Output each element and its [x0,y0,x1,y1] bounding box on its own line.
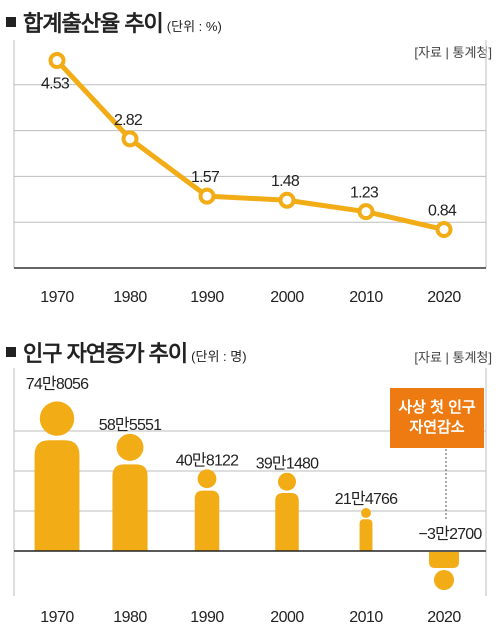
chart1-unit: (단위 : %) [166,19,222,34]
chart1-x-tick-label: 1990 [190,289,224,306]
fertility-value-label: 1.48 [271,173,300,190]
population-person-mark [429,552,459,590]
chart2-x-tick-label: 1970 [40,609,74,626]
person-body [34,440,80,551]
population-value-label: 21만4766 [335,490,398,508]
chart1-title: 합계출산율 추이 (단위 : %) [6,6,222,38]
population-person-mark [194,469,220,551]
person-body [112,464,148,551]
fertility-line-chart: 4.53 2.82 1.57 1.48 1.23 0.84 1970 1980 1990 2000… [13,40,487,306]
person-head-negative [434,570,454,590]
population-value-label: −3만2700 [419,525,483,543]
population-value-label: 40만8122 [176,451,239,469]
fertility-point [278,191,296,209]
population-value-label: 74만8056 [26,375,89,393]
chart1-x-tick-label: 2020 [427,289,461,306]
chart2-source: [자료 | 통계청] [414,350,492,365]
chart1-x-tick-label: 1980 [113,289,147,306]
person-head [116,433,144,461]
fertility-point [121,130,139,148]
chart2-unit: (단위 : 명) [191,349,247,364]
fertility-value-label: 1.23 [350,185,379,202]
population-value-label: 58만5551 [99,416,162,434]
fertility-point [357,203,375,221]
fertility-point [48,52,66,70]
person-head [39,401,75,436]
person-body [359,519,373,551]
chart2-x-tick-label: 1980 [113,609,147,626]
fertility-point [198,187,216,205]
fertility-point [435,221,453,239]
fertility-value-label: 2.82 [114,112,143,129]
fertility-series-line [54,58,447,233]
chart2-x-tick-label: 1990 [190,609,224,626]
chart1-x-tick-label: 2010 [349,289,383,306]
chart2-title: 인구 자연증가 추이 (단위 : 명) [6,336,247,368]
person-head [361,508,371,518]
natural-decrease-callout: 사상 첫 인구 자연감소 [390,388,484,448]
chart2-x-tick-label: 2000 [270,609,304,626]
population-person-mark [359,508,373,551]
person-head [277,472,297,491]
person-body [275,493,299,551]
person-head [197,469,217,489]
chart2-x-tick-label: 2020 [427,609,461,626]
person-body-negative [429,552,459,568]
chart1-title-text: 합계출산율 추이 [23,11,164,36]
chart1-x-tick-label: 1970 [40,289,74,306]
chart2-x-tick-label: 2010 [349,609,383,626]
population-person-mark [34,401,80,551]
population-person-mark [275,472,299,551]
title-square-icon [6,17,16,28]
chart2-title-text: 인구 자연증가 추이 [23,341,188,366]
chart1-source: [자료 | 통계청] [414,45,492,60]
fertility-value-label: 4.53 [41,76,70,93]
person-body [194,490,220,551]
fertility-value-label: 0.84 [428,203,457,220]
population-person-mark [112,433,148,551]
chart1-x-tick-label: 2000 [270,289,304,306]
title-square-icon [6,347,16,358]
population-value-label: 39만1480 [256,455,319,473]
fertility-value-label: 1.57 [191,169,220,186]
